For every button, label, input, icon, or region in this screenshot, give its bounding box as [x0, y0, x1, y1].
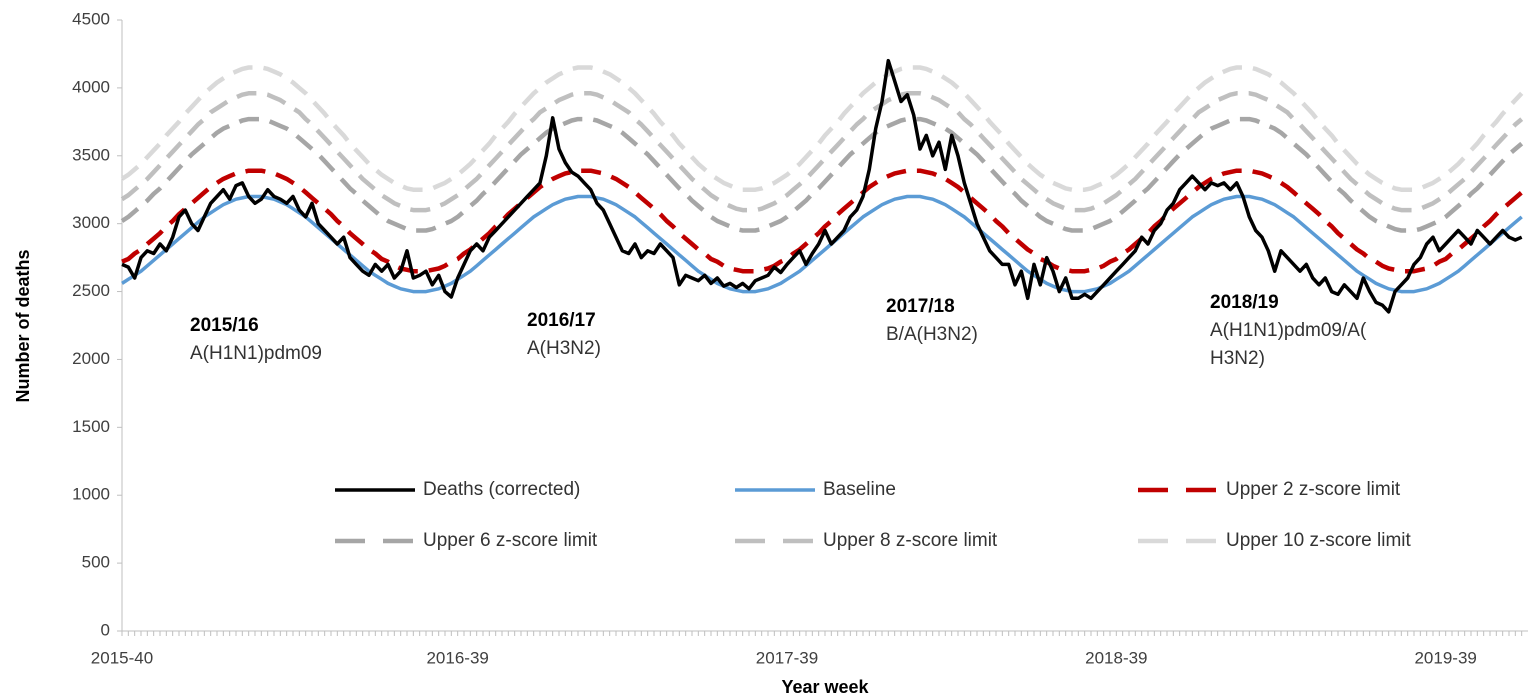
series-line: [120, 65, 1524, 192]
legend-label: Upper 6 z-score limit: [423, 530, 598, 551]
x-tick-label: 2016-39: [426, 648, 488, 667]
y-tick-label: 2000: [72, 349, 110, 368]
x-tick-label: 2015-40: [91, 648, 153, 667]
y-tick-label: 1000: [72, 485, 110, 504]
annotation-text: A(H3N2): [527, 338, 601, 359]
y-tick-label: 2500: [72, 281, 110, 300]
annotation-title: 2017/18: [886, 296, 955, 317]
y-tick-label: 4500: [72, 9, 110, 28]
annotation-title: 2016/17: [527, 310, 596, 331]
x-axis-title: Year week: [781, 677, 869, 697]
legend-label: Upper 2 z-score limit: [1226, 479, 1401, 500]
annotation-text: H3N2): [1210, 348, 1265, 369]
series-line: [121, 194, 1523, 294]
annotation-text: A(H1N1)pdm09: [190, 343, 322, 364]
legend-label: Baseline: [823, 479, 896, 500]
annotation-title: 2015/16: [190, 315, 259, 336]
y-axis-title: Number of deaths: [13, 249, 33, 402]
series-line: [121, 58, 1523, 314]
annotation-text: A(H1N1)pdm09/A(: [1210, 320, 1367, 341]
legend-label: Upper 10 z-score limit: [1226, 530, 1411, 551]
y-tick-label: 3500: [72, 145, 110, 164]
y-tick-label: 1500: [72, 417, 110, 436]
y-tick-label: 500: [82, 553, 110, 572]
y-tick-label: 3000: [72, 213, 110, 232]
legend-label: Upper 8 z-score limit: [823, 530, 998, 551]
y-tick-label: 4000: [72, 77, 110, 96]
annotation-text: B/A(H3N2): [886, 324, 978, 345]
series-line: [121, 168, 1524, 274]
series-line: [120, 116, 1524, 233]
y-tick-label: 0: [101, 620, 110, 639]
x-tick-label: 2017-39: [756, 648, 818, 667]
x-tick-label: 2018-39: [1085, 648, 1147, 667]
legend-label: Deaths (corrected): [423, 479, 580, 500]
annotation-title: 2018/19: [1210, 292, 1279, 313]
x-tick-label: 2019-39: [1414, 648, 1476, 667]
series-line: [120, 91, 1524, 213]
